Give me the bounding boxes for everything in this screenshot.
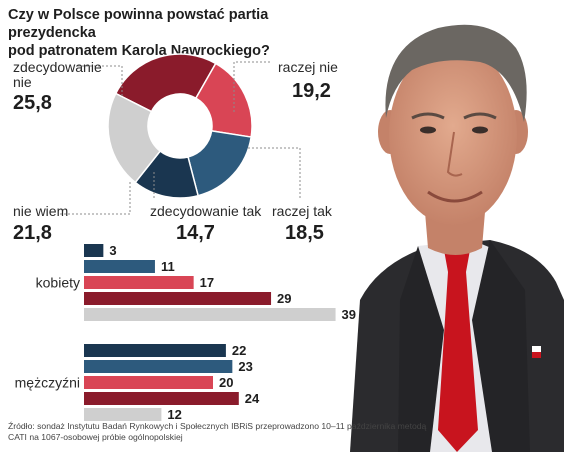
- bar: [84, 360, 233, 373]
- label-nie-wiem: nie wiem: [13, 203, 69, 219]
- portrait-photo: [350, 24, 564, 452]
- nose: [446, 131, 463, 177]
- donut-slices: [107, 53, 253, 199]
- value-raczej-nie: 19,2: [292, 80, 331, 102]
- bar-value-label: 3: [109, 243, 116, 258]
- bar-value-label: 39: [342, 307, 356, 322]
- label-raczej-tak: raczej tak: [272, 203, 332, 219]
- value-nie-wiem: 21,8: [13, 222, 52, 244]
- bar-value-label: 24: [245, 391, 260, 406]
- value-zdecydowanie-tak: 14,7: [176, 222, 215, 244]
- lapel-pin: [532, 346, 541, 352]
- group-label: kobiety: [36, 275, 80, 291]
- group-label: mężczyźni: [15, 375, 80, 391]
- bar: [84, 408, 162, 421]
- bar: [84, 392, 239, 405]
- source-note: Źródło: sondaż Instytutu Badań Rynkowych…: [8, 421, 438, 443]
- eyebrow-left: [411, 112, 445, 120]
- chart-title-line2: pod patronatem Karola Nawrockiego?: [8, 43, 270, 59]
- bar: [84, 244, 104, 257]
- leader-line-nie-wiem: [58, 182, 131, 215]
- leader-line-raczej-tak: [248, 147, 301, 200]
- donut-slice-zdecydowanie-nie: [114, 53, 217, 113]
- donut-chart: [58, 53, 301, 215]
- label-zdecydowanie-nie-line1: zdecydowanie: [13, 59, 102, 75]
- bar: [84, 376, 213, 389]
- bar-group-kobiety: 3 11 17 29 39 kobiety: [36, 243, 356, 322]
- bar-value-label: 23: [238, 359, 252, 374]
- hair-shape: [385, 24, 527, 122]
- bar-value-label: 17: [200, 275, 214, 290]
- bar: [84, 344, 226, 357]
- bar: [84, 276, 194, 289]
- lapel-right: [472, 240, 530, 452]
- bar: [84, 308, 336, 321]
- value-raczej-tak: 18,5: [285, 222, 324, 244]
- chart-title-line1: Czy w Polsce powinna powstać partia prez…: [8, 7, 269, 41]
- label-zdecydowanie-nie: zdecydowanie nie: [13, 60, 102, 90]
- mouth: [427, 190, 483, 203]
- chart-title: Czy w Polsce powinna powstać partia prez…: [8, 6, 338, 60]
- source-line1: Źródło: sondaż Instytutu Badań Rynkowych…: [8, 421, 427, 431]
- bar-value-label: 20: [219, 375, 233, 390]
- bar-value-label: 12: [167, 407, 181, 422]
- leader-line-zdecydowanie-nie: [78, 65, 123, 96]
- lapel-left: [398, 246, 444, 452]
- leader-line-raczej-nie: [233, 61, 272, 112]
- bar: [84, 292, 272, 305]
- source-line2: CATI na 1067-osobowej próbie ogólnopolsk…: [8, 432, 183, 442]
- label-zdecydowanie-nie-line2: nie: [13, 74, 32, 90]
- eye-right: [472, 126, 488, 134]
- tie-shape: [438, 250, 478, 452]
- value-zdecydowanie-nie: 25,8: [13, 92, 52, 114]
- eyebrow-right: [463, 112, 497, 120]
- eye-left: [420, 126, 436, 134]
- donut-leader-lines: [58, 61, 301, 215]
- label-raczej-nie: raczej nie: [278, 59, 338, 75]
- label-zdecydowanie-tak: zdecydowanie tak: [150, 203, 262, 219]
- bar: [84, 260, 155, 273]
- bar-value-label: 29: [277, 291, 291, 306]
- bar-value-label: 22: [232, 343, 246, 358]
- donut-slice-nie-wiem: [107, 92, 162, 184]
- bar-value-label: 11: [161, 259, 175, 274]
